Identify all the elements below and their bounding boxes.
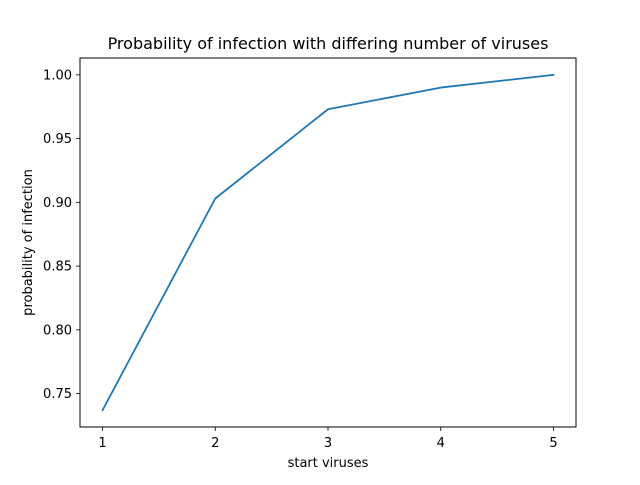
plot-area bbox=[79, 57, 577, 428]
x-tick-label: 3 bbox=[324, 436, 332, 451]
x-axis-label: start viruses bbox=[288, 456, 369, 471]
y-tick-label: 0.75 bbox=[43, 387, 72, 402]
y-tick-label: 0.90 bbox=[43, 196, 72, 211]
y-axis-label: probability of infection bbox=[21, 169, 36, 316]
x-tick-label: 4 bbox=[437, 436, 445, 451]
x-tick-label: 5 bbox=[549, 436, 557, 451]
y-tick-label: 0.80 bbox=[43, 323, 72, 338]
x-axis: 1 2 3 4 5 bbox=[98, 427, 558, 451]
plot-frame bbox=[79, 57, 577, 428]
y-tick-label: 1.00 bbox=[43, 68, 72, 83]
series-layer bbox=[101, 73, 555, 412]
y-axis: 0.75 0.80 0.85 0.90 0.95 1.00 bbox=[43, 68, 80, 402]
x-tick-label: 2 bbox=[211, 436, 219, 451]
chart-title: Probability of infection with differing … bbox=[108, 34, 549, 53]
y-tick-label: 0.95 bbox=[43, 132, 72, 147]
series-line bbox=[101, 73, 555, 412]
y-tick-label: 0.85 bbox=[43, 260, 72, 275]
x-tick-label: 1 bbox=[98, 436, 106, 451]
